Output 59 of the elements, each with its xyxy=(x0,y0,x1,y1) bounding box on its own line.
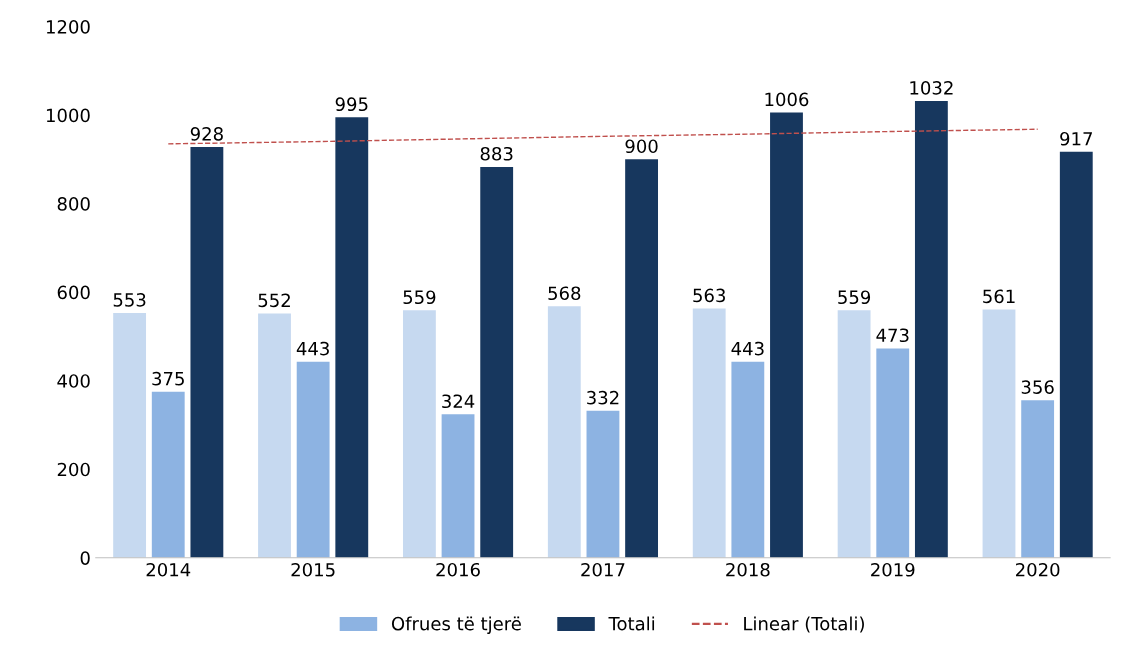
data-label: 559 xyxy=(838,290,871,305)
x-tick-label: 2020 xyxy=(1015,562,1060,577)
bar xyxy=(258,313,291,558)
data-label: 553 xyxy=(113,293,146,307)
y-tick-label: 600 xyxy=(57,285,90,300)
y-tick-label: 800 xyxy=(57,197,90,211)
x-tick-label: 2017 xyxy=(581,562,625,577)
bar xyxy=(586,410,620,558)
data-label: 568 xyxy=(548,286,581,301)
x-tick-label: 2014 xyxy=(146,562,191,577)
bar xyxy=(982,309,1016,558)
bar xyxy=(402,310,436,558)
data-label: 356 xyxy=(1021,380,1054,394)
y-tick-label: 400 xyxy=(57,374,90,388)
bar xyxy=(625,159,659,558)
x-tick-label: 2015 xyxy=(291,562,335,577)
y-tick-label: 1000 xyxy=(46,108,90,123)
bar xyxy=(190,146,224,558)
data-label: 332 xyxy=(587,390,619,405)
bar xyxy=(914,100,948,558)
legend-label: Ofrues të tjerë xyxy=(391,616,521,634)
data-label: 563 xyxy=(693,288,725,303)
data-label: 900 xyxy=(625,139,658,154)
bar xyxy=(1059,151,1093,558)
bar xyxy=(151,391,185,558)
y-tick-label: 200 xyxy=(57,462,90,477)
data-label: 375 xyxy=(152,371,184,386)
legend-label: Totali xyxy=(608,616,655,631)
legend-label: Linear (Totali) xyxy=(744,616,864,633)
bar xyxy=(335,117,369,558)
bar xyxy=(770,112,803,558)
bar xyxy=(1021,400,1055,558)
data-label: 559 xyxy=(403,290,436,305)
bar xyxy=(692,308,726,558)
data-label: 883 xyxy=(480,146,513,161)
x-tick-label: 2018 xyxy=(726,562,770,577)
bar xyxy=(837,310,871,558)
x-tick-label: 2016 xyxy=(436,562,480,577)
data-label: 443 xyxy=(731,341,764,356)
y-tick-label: 1200 xyxy=(46,20,90,34)
data-label: 473 xyxy=(876,328,909,343)
data-label: 443 xyxy=(296,341,329,356)
bar xyxy=(296,361,330,558)
data-label: 928 xyxy=(190,127,223,141)
bar xyxy=(480,166,514,558)
bar xyxy=(547,306,581,558)
data-label: 1006 xyxy=(765,92,809,107)
data-label: 561 xyxy=(983,289,1015,304)
bar xyxy=(731,361,765,558)
data-label: 995 xyxy=(335,97,368,112)
data-label: 1032 xyxy=(910,80,953,95)
bar xyxy=(441,414,475,558)
bar xyxy=(113,312,147,558)
x-tick-label: 2019 xyxy=(871,562,915,577)
data-label: 917 xyxy=(1060,131,1092,146)
data-label: 552 xyxy=(258,293,290,308)
y-tick-label: 0 xyxy=(80,551,90,565)
data-label: 324 xyxy=(442,394,475,409)
bar xyxy=(876,348,910,558)
